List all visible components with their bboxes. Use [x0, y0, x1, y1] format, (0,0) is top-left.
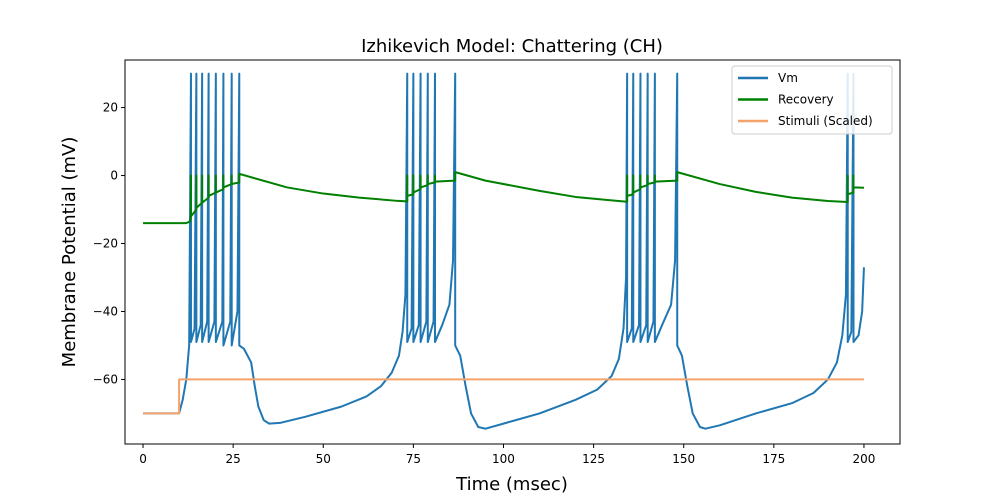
- x-tick-label: 75: [406, 452, 421, 466]
- x-tick-label: 0: [139, 452, 147, 466]
- y-axis-label: Membrane Potential (mV): [59, 137, 80, 368]
- x-tick-label: 100: [492, 452, 515, 466]
- y-axis: −60 −40 −20 0 20: [93, 101, 125, 386]
- y-tick-label: −60: [93, 372, 118, 386]
- y-tick-label: −20: [93, 237, 118, 251]
- x-tick-label: 200: [853, 452, 876, 466]
- x-tick-label: 25: [225, 452, 240, 466]
- y-tick-label: −40: [93, 304, 118, 318]
- x-tick-label: 125: [582, 452, 605, 466]
- series-layer: [143, 72, 865, 430]
- legend: Vm Recovery Stimuli (Scaled): [731, 65, 893, 135]
- chart-title: Izhikevich Model: Chattering (CH): [361, 36, 663, 57]
- legend-label-vm: Vm: [778, 71, 798, 85]
- x-tick-label: 150: [672, 452, 695, 466]
- x-axis: 0 25 50 75 100 125 150 175 200: [139, 444, 875, 466]
- axes-frame: [124, 59, 901, 445]
- legend-label-stimuli-scaled: Stimuli (Scaled): [778, 114, 873, 128]
- legend-label-recovery: Recovery: [778, 93, 834, 107]
- y-tick-label: 20: [103, 101, 118, 115]
- x-tick-label: 50: [316, 452, 331, 466]
- y-tick-label: 0: [110, 169, 118, 183]
- series-line-vm: [143, 72, 865, 430]
- plot-area: [124, 59, 901, 445]
- x-tick-label: 175: [762, 452, 785, 466]
- legend-box: [731, 65, 893, 135]
- series-line-recovery: [143, 171, 864, 225]
- series-line-stimuli-scaled: [143, 378, 864, 415]
- x-axis-label: Time (msec): [455, 474, 568, 495]
